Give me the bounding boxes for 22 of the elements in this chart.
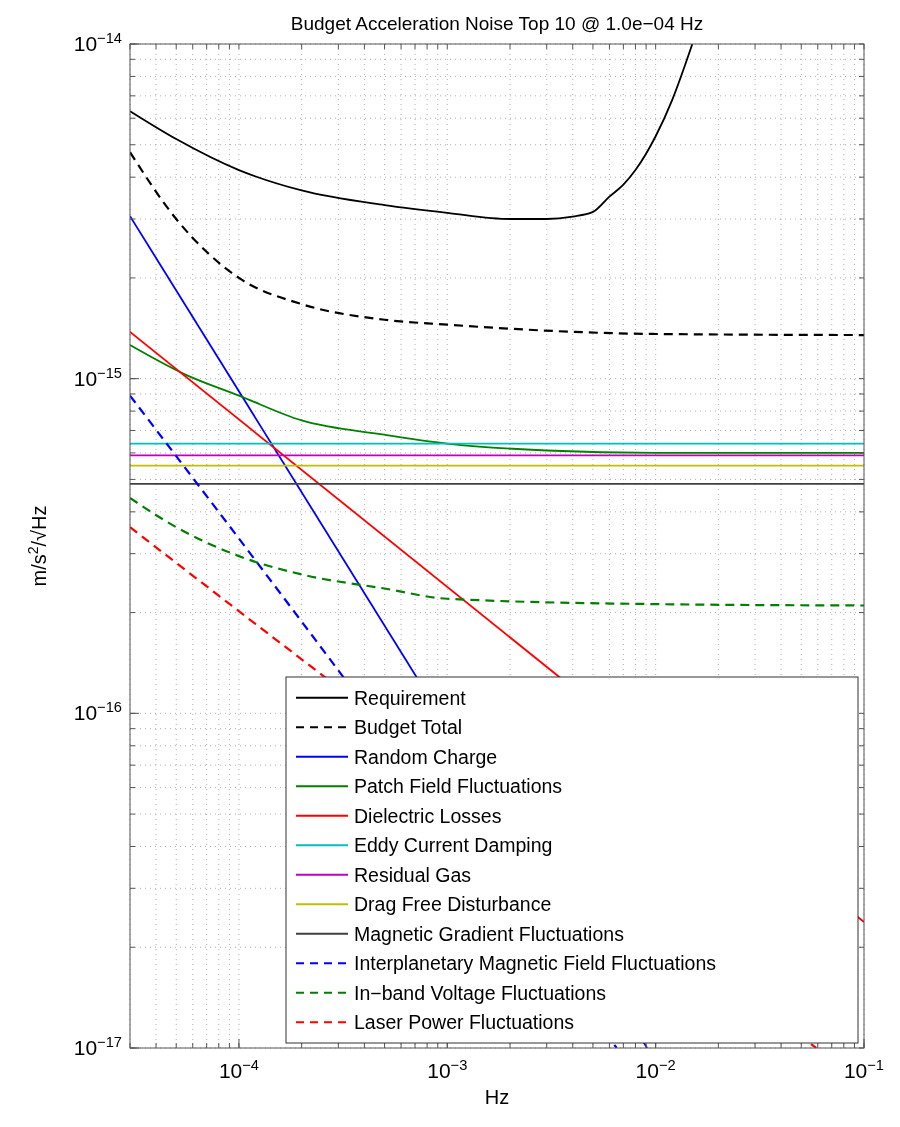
y-tick-label: 10$^{−15}$ (73, 364, 122, 390)
legend-label: Requirement (354, 686, 467, 709)
x-tick-label: 10$^{−1}$ (843, 1057, 885, 1082)
x-axis-title: Hz (484, 1086, 510, 1108)
x-tick-label: 10$^{−3}$ (427, 1057, 468, 1082)
legend-label: Budget Total (354, 716, 463, 739)
legend-label: In−band Voltage Fluctuations (354, 981, 607, 1004)
legend-label: Drag Free Disturbance (354, 893, 552, 916)
legend-label: Random Charge (354, 745, 498, 768)
x-tick-label: 10$^{−2}$ (635, 1057, 676, 1082)
legend-label: Patch Field Fluctuations (354, 775, 563, 798)
y-tick-label: 10$^{−16}$ (73, 699, 122, 725)
legend-label: Interplanetary Magnetic Field Fluctuations (354, 952, 717, 975)
legend-label: Residual Gas (354, 863, 472, 886)
y-tick-label: 10$^{−17}$ (73, 1034, 122, 1059)
legend-label: Laser Power Fluctuations (354, 1011, 575, 1034)
legend-label: Eddy Current Damping (354, 834, 553, 857)
chart-title: Budget Acceleration Noise Top 10 @ 1.0e−04 Hz (290, 13, 704, 34)
y-tick-label: 10$^{−14}$ (73, 30, 122, 55)
legend-label: Magnetic Gradient Fluctuations (354, 922, 625, 945)
legend-label: Dielectric Losses (354, 804, 502, 827)
x-tick-label: 10$^{−4}$ (218, 1057, 259, 1082)
